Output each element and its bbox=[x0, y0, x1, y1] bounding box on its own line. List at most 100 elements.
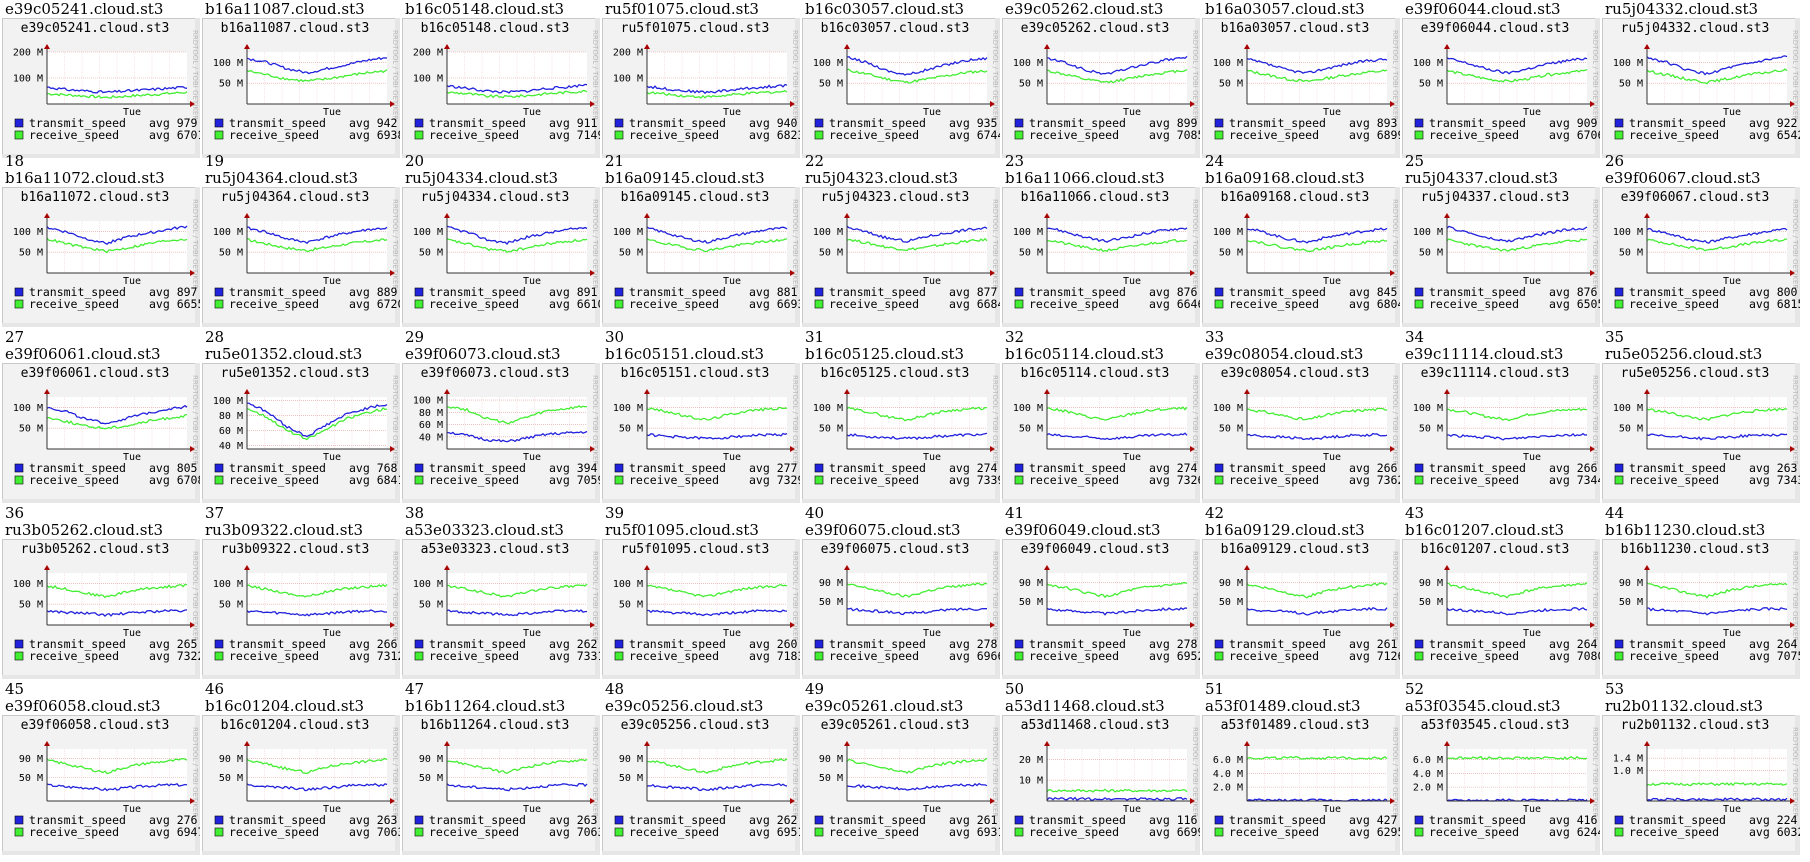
rrd-graph[interactable]: a53e03323.cloud.st3 RRDTOOL / TOBI OETIKE… bbox=[402, 539, 600, 679]
rrd-graph[interactable]: b16a11066.cloud.st3 RRDTOOL / TOBI OETIKE… bbox=[1002, 187, 1200, 327]
host-link[interactable]: b16c05151.cloud.st3 bbox=[605, 345, 765, 363]
host-link[interactable]: a53e03323.cloud.st3 bbox=[405, 521, 564, 539]
rrd-graph[interactable]: b16c01204.cloud.st3 RRDTOOL / TOBI OETIKE… bbox=[202, 715, 400, 855]
rrd-graph[interactable]: b16a03057.cloud.st3 RRDTOOL / TOBI OETIKE… bbox=[1202, 18, 1400, 158]
host-link[interactable]: b16c05148.cloud.st3 bbox=[405, 0, 565, 18]
host-link[interactable]: b16a09145.cloud.st3 bbox=[605, 169, 765, 187]
rrd-graph[interactable]: e39f06049.cloud.st3 RRDTOOL / TOBI OETIKE… bbox=[1002, 539, 1200, 679]
host-link[interactable]: e39c05241.cloud.st3 bbox=[5, 0, 164, 18]
rrd-graph[interactable]: e39c11114.cloud.st3 RRDTOOL / TOBI OETIKE… bbox=[1402, 363, 1600, 503]
rrd-graph[interactable]: ru5j04334.cloud.st3 RRDTOOL / TOBI OETIKE… bbox=[402, 187, 600, 327]
host-link[interactable]: ru5j04364.cloud.st3 bbox=[205, 169, 359, 187]
transmit-legend-label: transmit_speed bbox=[229, 813, 326, 827]
host-link[interactable]: e39f06073.cloud.st3 bbox=[405, 345, 561, 363]
host-link[interactable]: e39f06061.cloud.st3 bbox=[5, 345, 161, 363]
host-link[interactable]: b16a03057.cloud.st3 bbox=[1205, 0, 1365, 18]
host-link[interactable]: b16c05114.cloud.st3 bbox=[1005, 345, 1165, 363]
host-link[interactable]: ru5j04332.cloud.st3 bbox=[1605, 0, 1759, 18]
rrd-graph[interactable]: e39f06044.cloud.st3 RRDTOOL / TOBI OETIKE… bbox=[1402, 18, 1600, 158]
host-link[interactable]: e39f06075.cloud.st3 bbox=[805, 521, 961, 539]
rrd-graph[interactable]: ru2b01132.cloud.st3 RRDTOOL / TOBI OETIKE… bbox=[1602, 715, 1800, 855]
host-link[interactable]: b16a09168.cloud.st3 bbox=[1205, 169, 1365, 187]
rrd-graph[interactable]: e39c05241.cloud.st3 RRDTOOL / TOBI OETIKE… bbox=[2, 18, 200, 158]
host-link[interactable]: a53d11468.cloud.st3 bbox=[1005, 697, 1165, 715]
rrd-graph[interactable]: ru5j04332.cloud.st3 RRDTOOL / TOBI OETIKE… bbox=[1602, 18, 1800, 158]
receive-legend-swatch bbox=[414, 827, 424, 837]
host-link[interactable]: ru5j04334.cloud.st3 bbox=[405, 169, 559, 187]
rrd-graph[interactable]: ru5f01095.cloud.st3 RRDTOOL / TOBI OETIKE… bbox=[602, 539, 800, 679]
graph-title: e39f06049.cloud.st3 bbox=[1021, 542, 1170, 557]
rrd-graph[interactable]: e39f06067.cloud.st3 RRDTOOL / TOBI OETIKE… bbox=[1602, 187, 1800, 327]
rrd-graph[interactable]: b16a09129.cloud.st3 RRDTOOL / TOBI OETIKE… bbox=[1202, 539, 1400, 679]
rrd-graph[interactable]: a53f03545.cloud.st3 RRDTOOL / TOBI OETIKE… bbox=[1402, 715, 1600, 855]
host-link[interactable]: b16c05125.cloud.st3 bbox=[805, 345, 965, 363]
rrd-graph[interactable]: ru5f01075.cloud.st3 RRDTOOL / TOBI OETIKE… bbox=[602, 18, 800, 158]
host-link[interactable]: ru5e01352.cloud.st3 bbox=[205, 345, 363, 363]
rrd-graph[interactable]: e39f06058.cloud.st3 RRDTOOL / TOBI OETIKE… bbox=[2, 715, 200, 855]
rrd-graph[interactable]: e39c05256.cloud.st3 RRDTOOL / TOBI OETIKE… bbox=[602, 715, 800, 855]
rrd-graph[interactable]: b16c05148.cloud.st3 RRDTOOL / TOBI OETIKE… bbox=[402, 18, 600, 158]
rrd-graph[interactable]: e39f06073.cloud.st3 RRDTOOL / TOBI OETIKE… bbox=[402, 363, 600, 503]
host-link[interactable]: b16a11066.cloud.st3 bbox=[1005, 169, 1165, 187]
rrd-graph[interactable]: b16c05125.cloud.st3 RRDTOOL / TOBI OETIKE… bbox=[802, 363, 1000, 503]
host-link[interactable]: ru3b05262.cloud.st3 bbox=[5, 521, 163, 539]
rrd-graph[interactable]: e39c05261.cloud.st3 RRDTOOL / TOBI OETIKE… bbox=[802, 715, 1000, 855]
receive-avg-value: avg 7343 bbox=[1749, 473, 1800, 487]
rrd-graph[interactable]: e39f06061.cloud.st3 RRDTOOL / TOBI OETIKE… bbox=[2, 363, 200, 503]
host-link[interactable]: e39f06067.cloud.st3 bbox=[1605, 169, 1761, 187]
host-link[interactable]: e39c11114.cloud.st3 bbox=[1405, 345, 1564, 363]
rrd-graph[interactable]: b16c01207.cloud.st3 RRDTOOL / TOBI OETIKE… bbox=[1402, 539, 1600, 679]
rrd-graph[interactable]: b16c05114.cloud.st3 RRDTOOL / TOBI OETIKE… bbox=[1002, 363, 1200, 503]
host-link[interactable]: ru5e05256.cloud.st3 bbox=[1605, 345, 1763, 363]
host-link[interactable]: b16c01207.cloud.st3 bbox=[1405, 521, 1565, 539]
host-link[interactable]: b16c03057.cloud.st3 bbox=[805, 0, 965, 18]
rrd-graph[interactable]: b16b11230.cloud.st3 RRDTOOL / TOBI OETIKE… bbox=[1602, 539, 1800, 679]
host-link[interactable]: b16b11264.cloud.st3 bbox=[405, 697, 566, 715]
rrd-graph[interactable]: ru5j04323.cloud.st3 RRDTOOL / TOBI OETIKE… bbox=[802, 187, 1000, 327]
host-link[interactable]: e39f06058.cloud.st3 bbox=[5, 697, 161, 715]
rrd-graph[interactable]: b16a11087.cloud.st3 RRDTOOL / TOBI OETIKE… bbox=[202, 18, 400, 158]
y-tick-label: 100 M bbox=[1613, 403, 1643, 414]
rrd-graph[interactable]: b16b11264.cloud.st3 RRDTOOL / TOBI OETIKE… bbox=[402, 715, 600, 855]
host-link[interactable]: e39c05262.cloud.st3 bbox=[1005, 0, 1164, 18]
rrd-graph[interactable]: ru5e01352.cloud.st3 RRDTOOL / TOBI OETIKE… bbox=[202, 363, 400, 503]
y-tick-label: 100 M bbox=[813, 58, 843, 69]
host-link[interactable]: a53f03545.cloud.st3 bbox=[1405, 697, 1561, 715]
host-link[interactable]: b16c01204.cloud.st3 bbox=[205, 697, 365, 715]
rrd-graph[interactable]: ru5j04364.cloud.st3 RRDTOOL / TOBI OETIKE… bbox=[202, 187, 400, 327]
host-link[interactable]: b16b11230.cloud.st3 bbox=[1605, 521, 1766, 539]
rrd-graph[interactable]: b16a09145.cloud.st3 RRDTOOL / TOBI OETIKE… bbox=[602, 187, 800, 327]
host-link[interactable]: a53f01489.cloud.st3 bbox=[1205, 697, 1361, 715]
rrd-graph[interactable]: b16a09168.cloud.st3 RRDTOOL / TOBI OETIKE… bbox=[1202, 187, 1400, 327]
rrd-graph[interactable]: ru5j04337.cloud.st3 RRDTOOL / TOBI OETIKE… bbox=[1402, 187, 1600, 327]
host-link[interactable]: e39f06044.cloud.st3 bbox=[1405, 0, 1561, 18]
host-link[interactable]: ru2b01132.cloud.st3 bbox=[1605, 697, 1763, 715]
host-link[interactable]: ru5j04323.cloud.st3 bbox=[805, 169, 959, 187]
rrd-graph[interactable]: b16a11072.cloud.st3 RRDTOOL / TOBI OETIKE… bbox=[2, 187, 200, 327]
receive-series-line bbox=[1446, 755, 1588, 761]
receive-avg-value: avg 7063 bbox=[349, 825, 400, 839]
rrd-graph[interactable]: b16c05151.cloud.st3 RRDTOOL / TOBI OETIKE… bbox=[602, 363, 800, 503]
rrd-graph[interactable]: a53f01489.cloud.st3 RRDTOOL / TOBI OETIKE… bbox=[1202, 715, 1400, 855]
rrd-graph[interactable]: ru3b05262.cloud.st3 RRDTOOL / TOBI OETIKE… bbox=[2, 539, 200, 679]
host-link[interactable]: e39c05261.cloud.st3 bbox=[805, 697, 964, 715]
rrd-graph[interactable]: a53d11468.cloud.st3 RRDTOOL / TOBI OETIKE… bbox=[1002, 715, 1200, 855]
host-link[interactable]: ru5j04337.cloud.st3 bbox=[1405, 169, 1559, 187]
host-link[interactable]: e39f06049.cloud.st3 bbox=[1005, 521, 1161, 539]
rrd-graph[interactable]: ru3b09322.cloud.st3 RRDTOOL / TOBI OETIKE… bbox=[202, 539, 400, 679]
host-link[interactable]: b16a09129.cloud.st3 bbox=[1205, 521, 1365, 539]
host-link[interactable]: b16a11072.cloud.st3 bbox=[5, 169, 165, 187]
host-link[interactable]: ru3b09322.cloud.st3 bbox=[205, 521, 363, 539]
y-tick-label: 60 M bbox=[219, 426, 243, 437]
rrd-graph[interactable]: e39c08054.cloud.st3 RRDTOOL / TOBI OETIKE… bbox=[1202, 363, 1400, 503]
host-link[interactable]: ru5f01075.cloud.st3 bbox=[605, 0, 759, 18]
x-tick-label: Tue bbox=[923, 276, 941, 287]
host-link[interactable]: e39c08054.cloud.st3 bbox=[1205, 345, 1364, 363]
rrd-graph[interactable]: b16c03057.cloud.st3 RRDTOOL / TOBI OETIKE… bbox=[802, 18, 1000, 158]
host-link[interactable]: e39c05256.cloud.st3 bbox=[605, 697, 764, 715]
host-link[interactable]: ru5f01095.cloud.st3 bbox=[605, 521, 759, 539]
host-link[interactable]: b16a11087.cloud.st3 bbox=[205, 0, 365, 18]
rrd-graph[interactable]: e39c05262.cloud.st3 RRDTOOL / TOBI OETIKE… bbox=[1002, 18, 1200, 158]
rrd-graph[interactable]: e39f06075.cloud.st3 RRDTOOL / TOBI OETIKE… bbox=[802, 539, 1000, 679]
rrd-graph[interactable]: ru5e05256.cloud.st3 RRDTOOL / TOBI OETIKE… bbox=[1602, 363, 1800, 503]
